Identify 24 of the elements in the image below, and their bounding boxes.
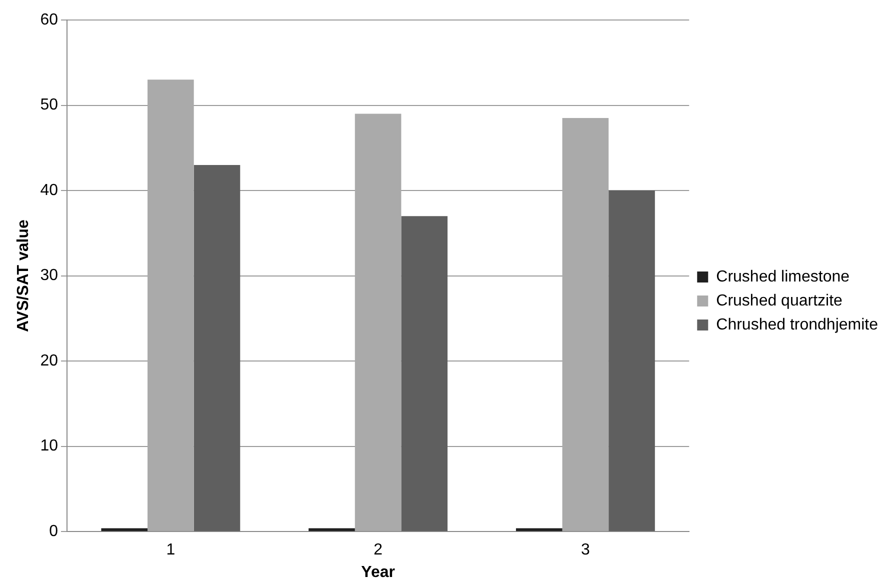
y-tick-label: 0 <box>49 523 58 540</box>
x-tick-label: 2 <box>374 542 383 559</box>
bar <box>401 216 448 532</box>
y-tick-label: 20 <box>40 352 58 370</box>
legend-label: Crushed limestone <box>716 268 850 286</box>
x-axis-title: Year <box>361 564 395 581</box>
y-tick-label: 40 <box>40 182 58 199</box>
y-tick-label: 60 <box>40 11 58 28</box>
legend-label: Crushed quartzite <box>716 292 843 310</box>
bar <box>562 118 609 532</box>
bar <box>148 80 194 532</box>
bar <box>516 528 562 532</box>
bar <box>308 528 355 532</box>
x-tick-label: 3 <box>580 542 590 559</box>
y-tick-label: 30 <box>40 267 58 284</box>
y-tick-label: 50 <box>40 96 58 114</box>
y-tick-label: 10 <box>40 438 58 455</box>
bar <box>608 190 655 532</box>
bar <box>354 114 402 532</box>
y-axis-title: AVS/SAT value <box>15 220 32 332</box>
x-tick-label: 1 <box>166 542 176 559</box>
bar <box>194 164 240 532</box>
bar <box>101 528 148 532</box>
legend-label: Chrushed trondhjemite <box>716 316 878 334</box>
